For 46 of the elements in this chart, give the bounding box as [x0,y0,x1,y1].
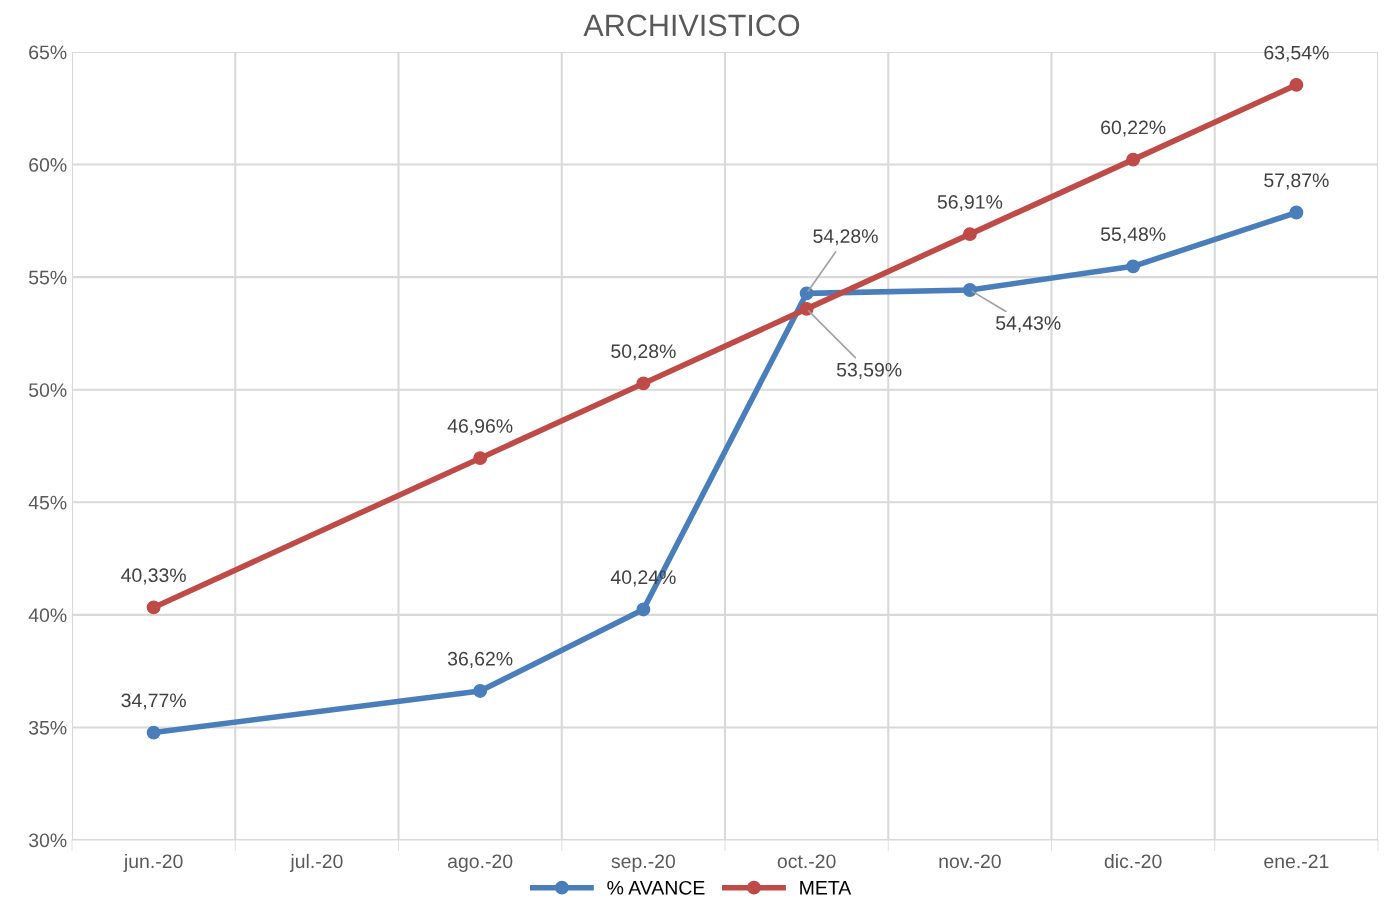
x-tick-label: ene.-21 [1264,854,1329,869]
x-tick-label: oct.-20 [777,854,836,869]
point [1289,205,1304,220]
y-tick-label: 65% [29,45,67,60]
point [962,283,977,297]
point [146,725,161,740]
point [799,301,814,316]
data-label: 56,91% [937,195,1003,212]
point [799,286,814,301]
point [962,227,977,242]
legend-label: % AVANCE [607,880,705,895]
legend-label: META [800,881,852,895]
data-label: 34,77% [121,693,186,710]
data-label: 40,33% [121,568,186,585]
y-tick-label: 35% [28,720,67,735]
y-tick-label: 50% [29,383,67,397]
chart-title: ARCHIVISTICO [583,14,800,37]
point [1289,77,1304,92]
y-tick-label: 55% [29,270,67,285]
data-label: 36,62% [447,651,513,668]
data-label: 57,87% [1264,173,1329,190]
point [636,376,651,391]
point [1126,152,1141,167]
point [1126,259,1141,274]
y-tick-label: 60% [29,158,67,172]
x-tick-label: ago.-20 [447,854,513,873]
x-tick-label: jul.-20 [289,853,343,873]
point [473,684,488,698]
data-label: 55,48% [1100,227,1166,244]
x-tick-label: jun.-20 [123,853,183,873]
data-label: 63,54% [1264,45,1329,62]
y-tick-label: 30% [28,833,67,848]
data-label: 60,22% [1101,120,1166,137]
y-tick-label: 45% [28,495,67,510]
x-tick-label: dic.-20 [1104,853,1162,869]
data-label: 53,59% [836,362,902,379]
point [146,600,161,615]
point [473,451,488,466]
data-label: 50,28% [611,344,676,361]
x-tick-label: sep.-20 [611,854,676,873]
y-tick-label: 40% [28,608,67,623]
data-label: 46,96% [447,419,513,436]
point [636,602,651,617]
data-label: 54,28% [813,229,878,246]
data-label: 54,43% [996,316,1061,333]
x-tick-label: nov.-20 [939,854,1001,869]
